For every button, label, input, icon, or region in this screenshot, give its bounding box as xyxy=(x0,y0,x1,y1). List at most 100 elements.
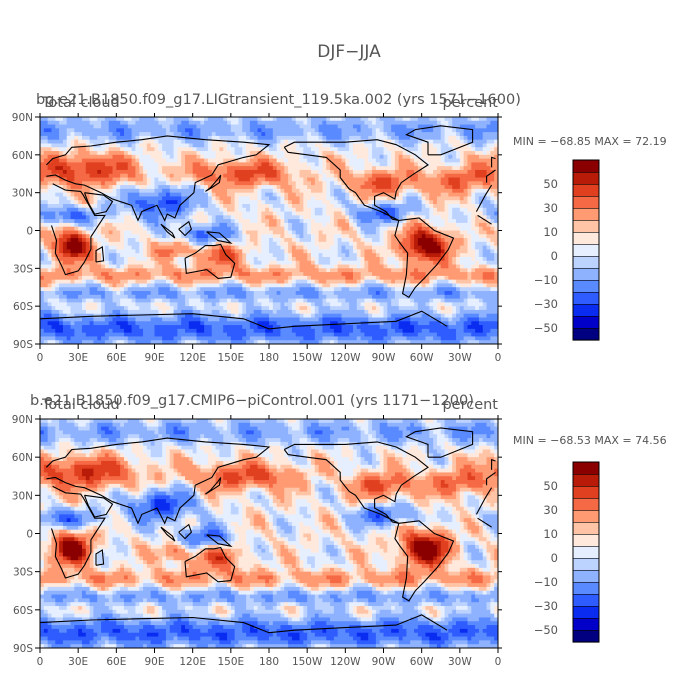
field-cell xyxy=(261,268,266,273)
field-cell xyxy=(394,264,400,269)
field-cell xyxy=(249,226,255,232)
field-cell xyxy=(433,207,438,213)
field-cell xyxy=(246,222,251,228)
field-cell xyxy=(74,154,79,160)
field-cell xyxy=(318,268,324,273)
field-cell xyxy=(456,226,461,232)
field-cell xyxy=(104,226,110,232)
field-cell xyxy=(139,234,144,239)
field-cell xyxy=(74,200,79,205)
field-cell xyxy=(158,211,163,216)
field-cell xyxy=(467,241,472,247)
field-cell xyxy=(414,238,419,243)
field-cell xyxy=(379,256,385,262)
field-cell xyxy=(478,124,484,129)
field-cell xyxy=(120,132,125,137)
field-cell xyxy=(192,241,198,247)
field-cell xyxy=(196,124,201,129)
field-cell xyxy=(448,132,453,137)
left-label: Total cloud xyxy=(41,95,120,111)
field-cell xyxy=(181,272,186,277)
field-cell xyxy=(463,264,469,269)
field-cell xyxy=(223,207,228,213)
field-cell xyxy=(230,166,236,171)
field-cell xyxy=(135,211,140,216)
field-cell xyxy=(276,135,282,141)
field-cell xyxy=(219,173,224,179)
field-cell xyxy=(398,234,404,239)
field-cell xyxy=(162,132,167,137)
field-cell xyxy=(173,226,178,232)
field-cell xyxy=(322,200,327,205)
field-cell xyxy=(93,177,98,182)
field-cell xyxy=(74,147,79,152)
field-cell xyxy=(299,154,304,160)
field-cell xyxy=(158,264,163,269)
field-cell xyxy=(93,158,98,163)
field-cell xyxy=(169,135,175,141)
field-cell xyxy=(314,256,320,262)
field-cell xyxy=(55,139,60,145)
field-cell xyxy=(85,166,91,171)
field-cell xyxy=(448,117,453,122)
field-cell xyxy=(204,241,209,247)
field-cell xyxy=(97,215,102,220)
field-cell xyxy=(70,181,75,186)
field-cell xyxy=(486,151,491,156)
field-cell xyxy=(89,253,95,258)
field-cell xyxy=(471,238,476,243)
field-cell xyxy=(97,124,102,129)
field-cell xyxy=(276,238,282,243)
field-cell xyxy=(459,169,465,175)
field-cell xyxy=(78,177,83,182)
field-cell xyxy=(417,192,423,198)
field-cell xyxy=(253,230,259,235)
field-cell xyxy=(62,151,68,156)
field-cell xyxy=(78,124,83,129)
field-cell xyxy=(433,215,438,220)
field-cell xyxy=(238,151,243,156)
field-cell xyxy=(139,151,144,156)
field-cell xyxy=(70,268,75,273)
field-cell xyxy=(196,211,201,216)
field-cell xyxy=(375,249,381,254)
field-cell xyxy=(204,200,209,205)
field-cell xyxy=(249,219,255,224)
field-cell xyxy=(55,128,60,133)
field-cell xyxy=(459,143,465,148)
field-cell xyxy=(372,204,377,209)
field-cell xyxy=(303,260,308,266)
field-cell xyxy=(188,200,194,205)
field-cell xyxy=(97,272,102,277)
field-cell xyxy=(459,147,465,152)
field-cell xyxy=(372,215,377,220)
field-cell xyxy=(227,230,232,235)
field-cell xyxy=(59,256,64,262)
field-cell xyxy=(101,230,106,235)
field-cell xyxy=(120,188,125,194)
field-cell xyxy=(169,166,175,171)
field-cell xyxy=(352,128,358,133)
field-cell xyxy=(291,222,297,228)
field-cell xyxy=(204,158,209,163)
field-cell xyxy=(310,200,316,205)
field-cell xyxy=(383,245,388,251)
field-cell xyxy=(478,245,484,251)
field-cell xyxy=(379,135,385,141)
field-cell xyxy=(456,162,461,167)
field-cell xyxy=(154,173,159,179)
field-cell xyxy=(276,222,282,228)
field-cell xyxy=(398,188,404,194)
field-cell xyxy=(158,169,163,175)
field-cell xyxy=(234,253,240,258)
field-cell xyxy=(123,139,129,145)
field-cell xyxy=(120,241,125,247)
field-cell xyxy=(303,200,308,205)
field-cell xyxy=(372,124,377,129)
field-cell xyxy=(314,264,320,269)
field-cell xyxy=(97,207,102,213)
field-cell xyxy=(387,143,392,148)
field-cell xyxy=(116,230,121,235)
field-cell xyxy=(490,207,495,213)
field-cell xyxy=(475,200,480,205)
